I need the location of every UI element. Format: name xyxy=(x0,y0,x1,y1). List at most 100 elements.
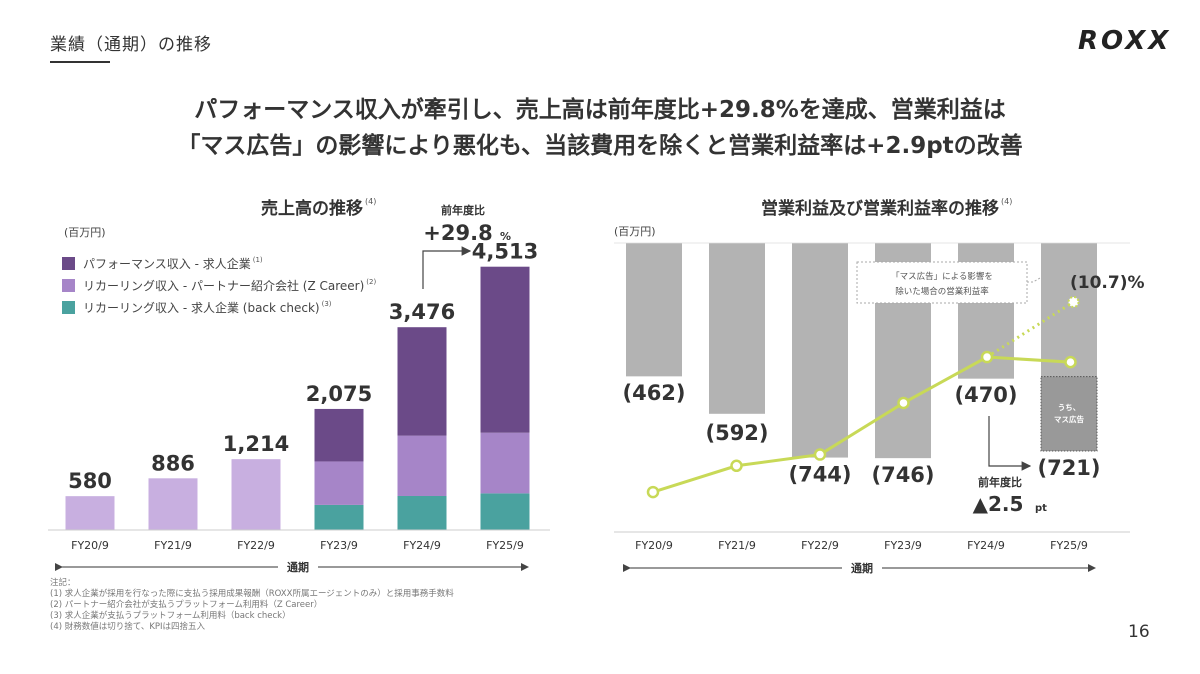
page-number: 16 xyxy=(1128,622,1150,642)
revenue-bar-segment-FY25-9-s3 xyxy=(480,493,530,530)
revenue-chart: 売上高の推移 (4) (百万円) パフォーマンス収入 - 求人企業 (1) リカーリ… xyxy=(48,197,550,574)
operating-value-label: (592) xyxy=(705,421,768,445)
footnote-4: (4) 財務数値は切り捨て、KPIは四捨五入 xyxy=(50,622,206,632)
operating-bars: (462) FY20/9 (592) FY21/9 (744) FY22/9 (746) FY… xyxy=(622,243,1101,552)
revenue-legend: パフォーマンス収入 - 求人企業 (1) リカーリング収入 - パートナー紹介会社 … xyxy=(62,256,376,315)
mass-ad-segment xyxy=(1040,376,1098,452)
footnotes: 注記： (1) 求人企業が採用を行なった際に支払う採用成果報酬（ROXX所属エー… xyxy=(50,578,454,633)
operating-title-note: (4) xyxy=(1001,197,1012,206)
revenue-bar-segment-FY21-9-s2 xyxy=(148,478,198,530)
revenue-yoy-label: 前年度比 xyxy=(441,203,485,217)
operating-x-tick: FY20/9 xyxy=(635,539,673,552)
revenue-bar-segment-FY24-9-s2 xyxy=(397,435,447,496)
callout-line-2: 除いた場合の営業利益率 xyxy=(895,286,989,297)
margin-callout-box xyxy=(856,261,1028,304)
operating-margin-point-FY25-9 xyxy=(1064,355,1077,369)
footnote-3: (3) 求人企業が支払うプラットフォーム利用料（back check） xyxy=(50,611,291,621)
mass-ad-label-2: マス広告 xyxy=(1054,414,1084,424)
revenue-total-label: 1,214 xyxy=(223,432,289,456)
operating-yoy-arrow xyxy=(988,416,1032,471)
operating-bar-FY21-9 xyxy=(709,243,765,414)
legend-label-2: リカーリング収入 - パートナー紹介会社 (Z Career) xyxy=(83,278,364,293)
revenue-total-label: 886 xyxy=(151,451,195,475)
mass-ad-label-1: うち、 xyxy=(1058,403,1081,412)
adjusted-margin-dotted-line xyxy=(986,300,1075,359)
operating-margin-line xyxy=(646,296,1080,499)
revenue-bar-segment-FY22-9-s2 xyxy=(231,459,281,530)
revenue-x-tick: FY25/9 xyxy=(486,539,524,552)
operating-margin-point-FY23-9 xyxy=(897,396,910,410)
operating-x-tick: FY22/9 xyxy=(801,539,839,552)
operating-yoy-value: ▲2.5 xyxy=(973,492,1024,516)
revenue-yoy-annotation: 前年度比 +29.8 % xyxy=(422,203,511,289)
revenue-total-label: 2,075 xyxy=(306,382,372,406)
headline-line-1: パフォーマンス収入が牽引し、売上高は前年度比+29.8%を達成、営業利益は xyxy=(194,97,1006,123)
operating-period-label: 通期 xyxy=(851,561,873,575)
operating-value-label: (470) xyxy=(954,383,1017,407)
section-underline xyxy=(50,61,110,63)
revenue-x-tick: FY22/9 xyxy=(237,539,275,552)
revenue-bar-segment-FY25-9-s2 xyxy=(480,432,530,494)
revenue-period-arrow: 通期 xyxy=(55,560,529,574)
revenue-bar-segment-FY25-9-s1 xyxy=(480,266,530,433)
revenue-yoy-value: +29.8 xyxy=(423,221,492,245)
revenue-x-tick: FY20/9 xyxy=(71,539,109,552)
legend-note-2: (2) xyxy=(366,278,376,286)
margin-callout: 「マス広告」による影響を 除いた場合の営業利益率 (10.7)% xyxy=(856,261,1145,304)
operating-income-chart: 営業利益及び営業利益率の推移 (4) (百万円) (462) FY20/9 (592… xyxy=(614,197,1145,575)
revenue-chart-title: 売上高の推移 xyxy=(261,198,363,219)
operating-bar-FY20-9 xyxy=(626,243,682,377)
revenue-total-label: 580 xyxy=(68,469,112,493)
headline-line-2: 「マス広告」の影響により悪化も、当該費用を除くと営業利益率は+2.9ptの改善 xyxy=(177,133,1023,159)
footnote-2: (2) パートナー紹介会社が支払うプラットフォーム利用料（Z Career） xyxy=(50,600,323,610)
revenue-x-tick: FY21/9 xyxy=(154,539,192,552)
operating-x-tick: FY23/9 xyxy=(884,539,922,552)
revenue-yoy-unit: % xyxy=(500,230,511,243)
revenue-bar-segment-FY24-9-s1 xyxy=(397,327,447,436)
legend-label-1: パフォーマンス収入 - 求人企業 xyxy=(83,256,251,271)
legend-swatch-1 xyxy=(62,257,75,270)
operating-yoy-unit: pt xyxy=(1035,503,1047,514)
roxx-logo: ROXX xyxy=(1078,26,1172,56)
revenue-period-label: 通期 xyxy=(287,560,309,574)
operating-x-tick: FY25/9 xyxy=(1050,539,1088,552)
operating-margin-point-FY20-9 xyxy=(646,485,660,499)
operating-value-label: (744) xyxy=(788,463,851,487)
footnote-1: (1) 求人企業が採用を行なった際に支払う採用成果報酬（ROXX所属エージェント… xyxy=(50,589,454,599)
operating-value-label: (721) xyxy=(1037,456,1100,480)
operating-chart-title: 営業利益及び営業利益率の推移 xyxy=(761,198,999,219)
footnotes-title: 注記： xyxy=(50,578,76,588)
revenue-bar-segment-FY23-9-s3 xyxy=(314,504,364,530)
revenue-bar-segment-FY23-9-s2 xyxy=(314,461,364,505)
legend-swatch-2 xyxy=(62,279,75,292)
revenue-title-note: (4) xyxy=(365,197,376,206)
operating-x-tick: FY24/9 xyxy=(967,539,1005,552)
operating-yoy-annotation: 前年度比 ▲2.5 pt xyxy=(973,416,1047,516)
legend-swatch-3 xyxy=(62,301,75,314)
section-title: 業績（通期）の推移 xyxy=(50,35,212,55)
legend-note-1: (1) xyxy=(253,256,263,264)
revenue-yoy-arrow xyxy=(422,246,472,289)
operating-yoy-label: 前年度比 xyxy=(978,475,1022,489)
callout-line-1: 「マス広告」による影響を xyxy=(891,271,993,282)
operating-margin-point-FY22-9 xyxy=(813,448,827,461)
adjusted-margin-point xyxy=(1067,296,1080,308)
adjusted-margin-label: (10.7)% xyxy=(1070,273,1145,293)
operating-value-label: (746) xyxy=(871,463,934,487)
revenue-unit-label: (百万円) xyxy=(64,226,106,239)
revenue-total-label: 3,476 xyxy=(389,300,455,324)
operating-unit-label: (百万円) xyxy=(614,225,656,238)
operating-margin-polyline xyxy=(652,355,1071,494)
operating-margin-point-FY21-9 xyxy=(730,459,743,473)
revenue-x-tick: FY23/9 xyxy=(320,539,358,552)
revenue-bar-segment-FY23-9-s1 xyxy=(314,408,364,462)
revenue-x-tick: FY24/9 xyxy=(403,539,441,552)
revenue-total-label: 4,513 xyxy=(472,240,538,264)
operating-value-label: (462) xyxy=(622,381,685,405)
operating-bar-FY22-9 xyxy=(792,243,848,458)
legend-label-3: リカーリング収入 - 求人企業 (back check) xyxy=(83,300,320,315)
legend-note-3: (3) xyxy=(322,300,332,308)
operating-margin-point-FY24-9 xyxy=(980,350,994,364)
revenue-bar-segment-FY20-9-s2 xyxy=(65,496,115,530)
